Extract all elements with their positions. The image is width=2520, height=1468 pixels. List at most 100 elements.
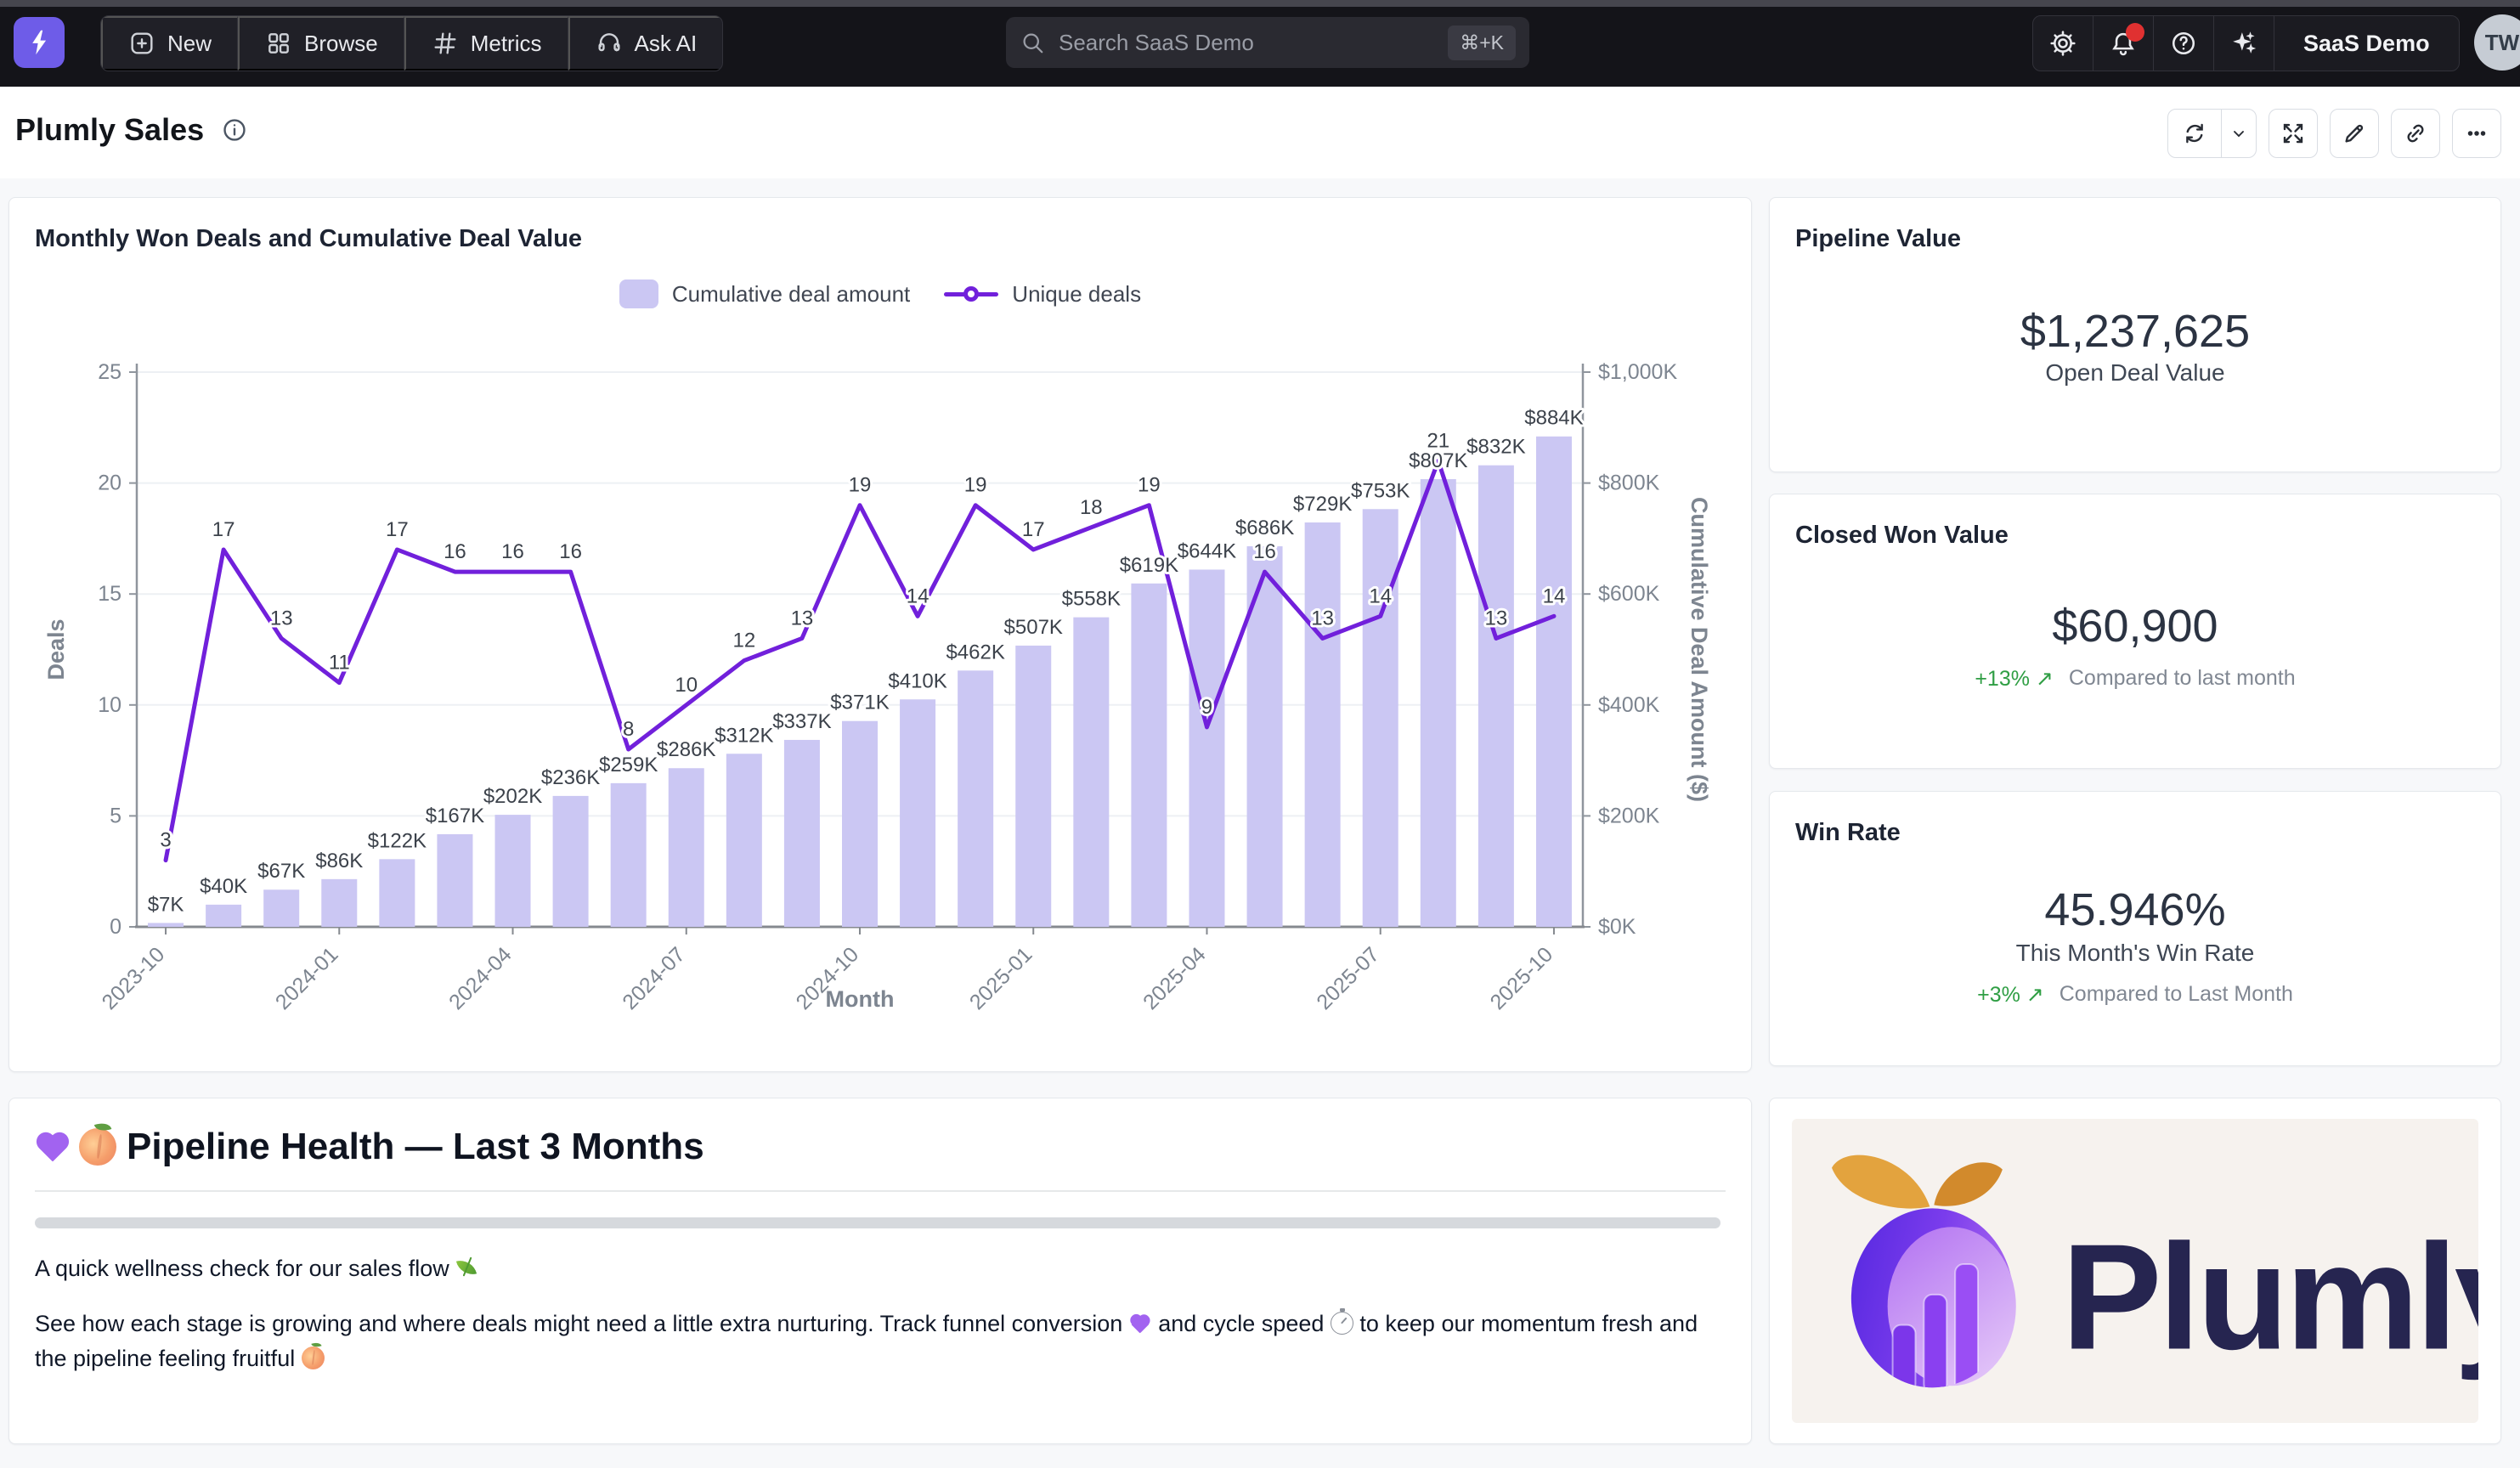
svg-text:$371K: $371K xyxy=(830,692,889,714)
markdown-paragraph: A quick wellness check for our sales flo… xyxy=(35,1251,1700,1286)
markdown-body: A quick wellness check for our sales flo… xyxy=(35,1251,1700,1397)
browse-button[interactable]: Browse xyxy=(238,16,404,71)
svg-text:19: 19 xyxy=(1138,474,1161,497)
svg-text:14: 14 xyxy=(1369,584,1392,607)
svg-text:$312K: $312K xyxy=(715,724,773,747)
dashboard-toolbar xyxy=(2167,109,2501,158)
svg-text:$337K: $337K xyxy=(772,710,831,733)
metrics-button[interactable]: Metrics xyxy=(404,16,568,71)
refresh-button[interactable] xyxy=(2168,110,2222,157)
sparkles-icon xyxy=(2233,31,2257,54)
plumly-logo: Plumly xyxy=(1831,1155,2478,1388)
combo-chart[interactable]: 0 $0K 5 $200K 10 $400K 15 $600K 20 $800K 25 $1,000K… xyxy=(9,198,1753,1073)
svg-text:$67K: $67K xyxy=(257,860,305,883)
svg-text:10: 10 xyxy=(98,693,121,717)
svg-text:$410K: $410K xyxy=(888,669,946,692)
page-title: Plumly Sales xyxy=(15,112,205,147)
ai-sparkles-button[interactable] xyxy=(2214,16,2274,71)
svg-text:$729K: $729K xyxy=(1293,493,1352,516)
ask-ai-button[interactable]: Ask AI xyxy=(568,16,723,71)
kpi-title: Pipeline Value xyxy=(1795,225,1962,252)
legend-item-cumulative[interactable]: Cumulative deal amount xyxy=(619,279,910,308)
svg-text:$400K: $400K xyxy=(1598,693,1660,717)
svg-text:2025-04: 2025-04 xyxy=(1139,942,1211,1014)
brand-wordmark: Plumly xyxy=(2061,1212,2478,1380)
svg-text:13: 13 xyxy=(791,607,814,630)
purple-heart-icon xyxy=(1129,1312,1152,1335)
svg-text:$86K: $86K xyxy=(315,850,363,872)
settings-button[interactable] xyxy=(2033,16,2093,71)
svg-text:11: 11 xyxy=(329,652,350,675)
heading-divider xyxy=(35,1190,1726,1192)
expand-icon xyxy=(2283,123,2303,144)
svg-text:2024-01: 2024-01 xyxy=(271,942,343,1014)
peach-icon xyxy=(79,1128,116,1166)
lightdash-logo[interactable] xyxy=(14,17,65,68)
svg-text:2023-10: 2023-10 xyxy=(98,942,170,1014)
org-switcher[interactable]: SaaS Demo xyxy=(2303,30,2430,56)
svg-text:$644K: $644K xyxy=(1178,539,1236,562)
chart-legend: Cumulative deal amount Unique deals xyxy=(9,279,1751,308)
kpi-value: 45.946% xyxy=(2044,884,2226,935)
more-options-button[interactable] xyxy=(2452,109,2501,158)
notification-badge xyxy=(2126,23,2144,42)
user-avatar[interactable]: TW xyxy=(2474,14,2520,71)
line-series-marker xyxy=(944,285,999,302)
kpi-subtitle: Open Deal Value xyxy=(2045,359,2225,386)
svg-text:$259K: $259K xyxy=(599,754,658,776)
kpi-subtitle: This Month's Win Rate xyxy=(2015,940,2255,966)
kpi-tile-closed-won-value: Closed Won Value $60,900 +13% ↗ Compared… xyxy=(1769,494,2501,769)
svg-text:16: 16 xyxy=(444,540,466,563)
svg-text:12: 12 xyxy=(732,630,755,652)
lightning-bolt-icon xyxy=(32,30,47,55)
svg-text:16: 16 xyxy=(1253,540,1276,563)
svg-text:5: 5 xyxy=(110,804,121,827)
svg-text:Deals: Deals xyxy=(43,618,69,680)
svg-text:16: 16 xyxy=(559,540,582,563)
peach-icon xyxy=(301,1346,325,1369)
svg-text:14: 14 xyxy=(1543,584,1566,607)
new-button[interactable]: New xyxy=(101,16,239,71)
link-icon xyxy=(2407,124,2424,143)
svg-text:2025-01: 2025-01 xyxy=(965,942,1037,1014)
svg-text:$236K: $236K xyxy=(541,766,600,789)
plumly-logo-card: Plumly xyxy=(1792,1119,2478,1423)
stopwatch-icon xyxy=(1330,1308,1353,1335)
window-top-strip xyxy=(0,0,2520,7)
horizontal-rule xyxy=(35,1217,1720,1228)
svg-text:15: 15 xyxy=(98,582,121,606)
svg-text:2025-10: 2025-10 xyxy=(1486,942,1558,1014)
svg-text:17: 17 xyxy=(386,518,409,541)
markdown-paragraph: See how each stage is growing and where … xyxy=(35,1308,1698,1371)
markdown-tile: Pipeline Health — Last 3 Months A quick … xyxy=(8,1098,1752,1444)
svg-text:$807K: $807K xyxy=(1409,449,1467,472)
svg-text:2025-07: 2025-07 xyxy=(1312,942,1384,1014)
chevron-down-icon xyxy=(2234,131,2244,138)
svg-text:$619K: $619K xyxy=(1120,554,1178,577)
legend-item-unique-deals[interactable]: Unique deals xyxy=(944,281,1141,308)
refresh-options-button[interactable] xyxy=(2222,110,2256,157)
kpi-tile-win-rate: Win Rate 45.946% This Month's Win Rate +… xyxy=(1769,791,2501,1066)
bar-series-swatch xyxy=(619,279,658,308)
svg-text:20: 20 xyxy=(98,471,121,495)
fullscreen-button[interactable] xyxy=(2269,109,2318,158)
svg-text:16: 16 xyxy=(501,540,524,563)
svg-text:18: 18 xyxy=(1080,496,1103,519)
chart-tile: Monthly Won Deals and Cumulative Deal Va… xyxy=(8,197,1752,1072)
legend-label: Unique deals xyxy=(1012,280,1142,307)
svg-text:25: 25 xyxy=(98,360,121,384)
share-link-button[interactable] xyxy=(2391,109,2440,158)
edit-button[interactable] xyxy=(2330,109,2379,158)
info-icon[interactable] xyxy=(221,116,248,144)
help-icon xyxy=(2172,31,2195,55)
nav-item-label: Browse xyxy=(304,30,378,56)
kpi-value: $1,237,625 xyxy=(2020,306,2251,357)
search-input[interactable]: Search SaaS Demo ⌘+K xyxy=(1006,17,1529,68)
help-button[interactable] xyxy=(2154,16,2214,71)
svg-text:$884K: $884K xyxy=(1524,407,1583,430)
notifications-button[interactable] xyxy=(2093,16,2154,71)
svg-text:$200K: $200K xyxy=(1598,804,1660,827)
svg-text:$600K: $600K xyxy=(1598,582,1660,606)
herb-icon xyxy=(455,1256,478,1279)
